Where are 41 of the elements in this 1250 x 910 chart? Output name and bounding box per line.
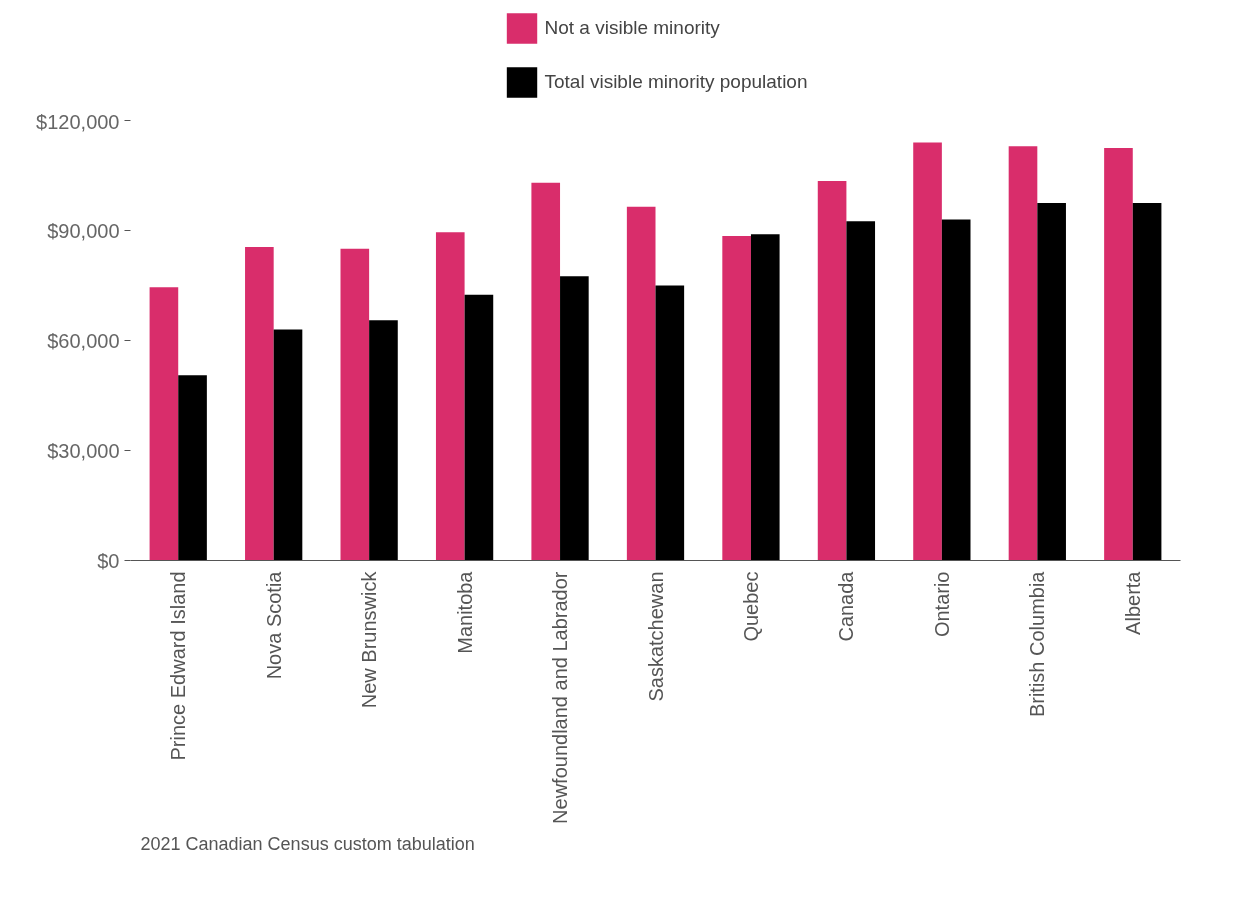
bar bbox=[941, 219, 971, 561]
bar bbox=[340, 248, 370, 561]
bar bbox=[435, 232, 465, 561]
bar bbox=[722, 236, 751, 561]
bar bbox=[1008, 146, 1038, 561]
bar bbox=[1104, 148, 1133, 561]
bar bbox=[245, 247, 274, 561]
bar bbox=[531, 182, 561, 561]
x-tick-label: Alberta bbox=[1121, 570, 1144, 635]
x-tick-label: Quebec bbox=[739, 571, 762, 642]
x-tick-label: Prince Edward Island bbox=[167, 571, 190, 761]
x-tick-label: Newfoundland and Labrador bbox=[549, 571, 572, 824]
legend-label: Total visible minority population bbox=[544, 71, 808, 93]
legend-label: Not a visible minority bbox=[544, 17, 720, 39]
bar bbox=[846, 221, 876, 561]
bar bbox=[1037, 203, 1066, 561]
x-tick-label: Canada bbox=[835, 570, 858, 642]
x-tick-label: Ontario bbox=[930, 571, 953, 638]
bar bbox=[626, 206, 656, 561]
bar bbox=[817, 181, 847, 561]
bar bbox=[178, 375, 207, 561]
x-tick-label: New Brunswick bbox=[358, 570, 381, 709]
text: 2021 Canadian Census custom tabulation bbox=[140, 833, 475, 854]
bar bbox=[750, 234, 780, 561]
y-tick-label: $90,000 bbox=[47, 219, 120, 242]
y-tick-label: $30,000 bbox=[47, 439, 120, 462]
bar bbox=[464, 294, 494, 561]
x-tick-label: British Columbia bbox=[1026, 570, 1049, 718]
bar bbox=[149, 287, 179, 561]
y-tick-label: $0 bbox=[97, 549, 120, 572]
y-tick-label: $60,000 bbox=[47, 329, 120, 352]
bar bbox=[273, 329, 303, 561]
bar bbox=[913, 142, 942, 561]
x-tick-label: Saskatchewan bbox=[644, 571, 667, 702]
bar bbox=[655, 285, 685, 561]
bar bbox=[1132, 203, 1162, 561]
x-tick-label: Manitoba bbox=[453, 570, 476, 654]
bar bbox=[369, 320, 398, 561]
bar bbox=[560, 276, 589, 561]
x-tick-label: Nova Scotia bbox=[262, 570, 285, 680]
y-tick-label: $120,000 bbox=[36, 110, 120, 133]
